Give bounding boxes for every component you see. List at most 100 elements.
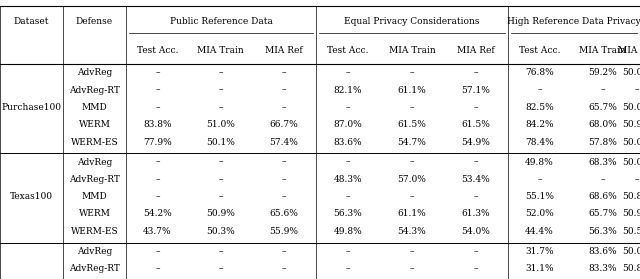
- Text: 66.7%: 66.7%: [269, 120, 298, 129]
- Text: 61.1%: 61.1%: [397, 86, 426, 95]
- Text: Test Acc.: Test Acc.: [327, 46, 369, 56]
- Text: –: –: [410, 103, 414, 112]
- Text: 61.5%: 61.5%: [461, 120, 490, 129]
- Text: 57.0%: 57.0%: [397, 175, 426, 184]
- Text: –: –: [410, 192, 414, 201]
- Text: –: –: [410, 264, 414, 273]
- Text: 50.8%: 50.8%: [623, 192, 640, 201]
- Text: –: –: [218, 264, 223, 273]
- Text: 51.0%: 51.0%: [206, 120, 235, 129]
- Text: 65.7%: 65.7%: [588, 103, 617, 112]
- Text: 56.3%: 56.3%: [333, 210, 362, 218]
- Text: 82.1%: 82.1%: [333, 86, 362, 95]
- Text: AdvReg: AdvReg: [77, 68, 112, 77]
- Text: 83.6%: 83.6%: [588, 247, 617, 256]
- Text: –: –: [635, 175, 639, 184]
- Text: 59.2%: 59.2%: [588, 68, 617, 77]
- Text: 50.0%: 50.0%: [623, 68, 640, 77]
- Text: MIA Ref: MIA Ref: [457, 46, 495, 56]
- Text: –: –: [282, 264, 286, 273]
- Text: –: –: [156, 103, 160, 112]
- Text: 54.3%: 54.3%: [397, 227, 426, 236]
- Text: –: –: [410, 247, 414, 256]
- Text: –: –: [156, 264, 160, 273]
- Text: 53.4%: 53.4%: [461, 175, 490, 184]
- Text: MIA Ref: MIA Ref: [618, 46, 640, 56]
- Text: –: –: [156, 175, 160, 184]
- Text: 78.4%: 78.4%: [525, 138, 554, 146]
- Text: –: –: [156, 158, 160, 167]
- Text: –: –: [474, 192, 478, 201]
- Text: 50.0%: 50.0%: [623, 138, 640, 146]
- Text: –: –: [410, 68, 414, 77]
- Text: –: –: [218, 103, 223, 112]
- Text: 61.1%: 61.1%: [397, 210, 426, 218]
- Text: –: –: [156, 86, 160, 95]
- Text: 50.9%: 50.9%: [623, 120, 640, 129]
- Text: 61.5%: 61.5%: [397, 120, 426, 129]
- Text: –: –: [282, 175, 286, 184]
- Text: Purchase100: Purchase100: [1, 103, 61, 112]
- Text: –: –: [282, 158, 286, 167]
- Text: 65.7%: 65.7%: [588, 210, 617, 218]
- Text: Test Acc.: Test Acc.: [519, 46, 560, 56]
- Text: 50.8%: 50.8%: [623, 264, 640, 273]
- Text: 31.7%: 31.7%: [525, 247, 554, 256]
- Text: 54.7%: 54.7%: [397, 138, 426, 146]
- Text: –: –: [218, 247, 223, 256]
- Text: –: –: [537, 175, 541, 184]
- Text: 48.3%: 48.3%: [333, 175, 362, 184]
- Text: 87.0%: 87.0%: [333, 120, 362, 129]
- Text: –: –: [410, 158, 414, 167]
- Text: –: –: [474, 264, 478, 273]
- Text: –: –: [282, 68, 286, 77]
- Text: 50.1%: 50.1%: [206, 138, 235, 146]
- Text: Texas100: Texas100: [10, 192, 53, 201]
- Text: MIA Ref: MIA Ref: [265, 46, 303, 56]
- Text: 54.0%: 54.0%: [461, 227, 490, 236]
- Text: AdvReg-RT: AdvReg-RT: [69, 175, 120, 184]
- Text: –: –: [218, 192, 223, 201]
- Text: WERM: WERM: [79, 210, 111, 218]
- Text: 68.3%: 68.3%: [588, 158, 617, 167]
- Text: 54.2%: 54.2%: [143, 210, 172, 218]
- Text: MIA Train: MIA Train: [579, 46, 626, 56]
- Text: WERM: WERM: [79, 120, 111, 129]
- Text: –: –: [474, 103, 478, 112]
- Text: WERM-ES: WERM-ES: [70, 138, 118, 146]
- Text: 50.9%: 50.9%: [206, 210, 235, 218]
- Text: MIA Train: MIA Train: [388, 46, 435, 56]
- Text: –: –: [474, 68, 478, 77]
- Text: 54.9%: 54.9%: [461, 138, 490, 146]
- Text: –: –: [218, 86, 223, 95]
- Text: 57.4%: 57.4%: [269, 138, 298, 146]
- Text: –: –: [218, 158, 223, 167]
- Text: 50.0%: 50.0%: [623, 247, 640, 256]
- Text: 61.3%: 61.3%: [461, 210, 490, 218]
- Text: –: –: [635, 86, 639, 95]
- Text: MMD: MMD: [82, 192, 108, 201]
- Text: –: –: [346, 247, 350, 256]
- Text: Defense: Defense: [76, 17, 113, 26]
- Text: MIA Train: MIA Train: [197, 46, 244, 56]
- Text: –: –: [156, 192, 160, 201]
- Text: 77.9%: 77.9%: [143, 138, 172, 146]
- Text: –: –: [282, 86, 286, 95]
- Text: 49.8%: 49.8%: [333, 227, 362, 236]
- Text: –: –: [474, 247, 478, 256]
- Text: WERM-ES: WERM-ES: [70, 227, 118, 236]
- Text: –: –: [346, 68, 350, 77]
- Text: –: –: [346, 158, 350, 167]
- Text: 44.4%: 44.4%: [525, 227, 554, 236]
- Text: 83.3%: 83.3%: [588, 264, 617, 273]
- Text: –: –: [600, 86, 605, 95]
- Text: 56.3%: 56.3%: [588, 227, 617, 236]
- Text: Equal Privacy Considerations: Equal Privacy Considerations: [344, 17, 480, 26]
- Text: 68.0%: 68.0%: [588, 120, 617, 129]
- Text: 50.0%: 50.0%: [623, 103, 640, 112]
- Text: 50.5%: 50.5%: [623, 227, 640, 236]
- Text: –: –: [156, 247, 160, 256]
- Text: –: –: [346, 192, 350, 201]
- Text: 68.6%: 68.6%: [588, 192, 617, 201]
- Text: 55.1%: 55.1%: [525, 192, 554, 201]
